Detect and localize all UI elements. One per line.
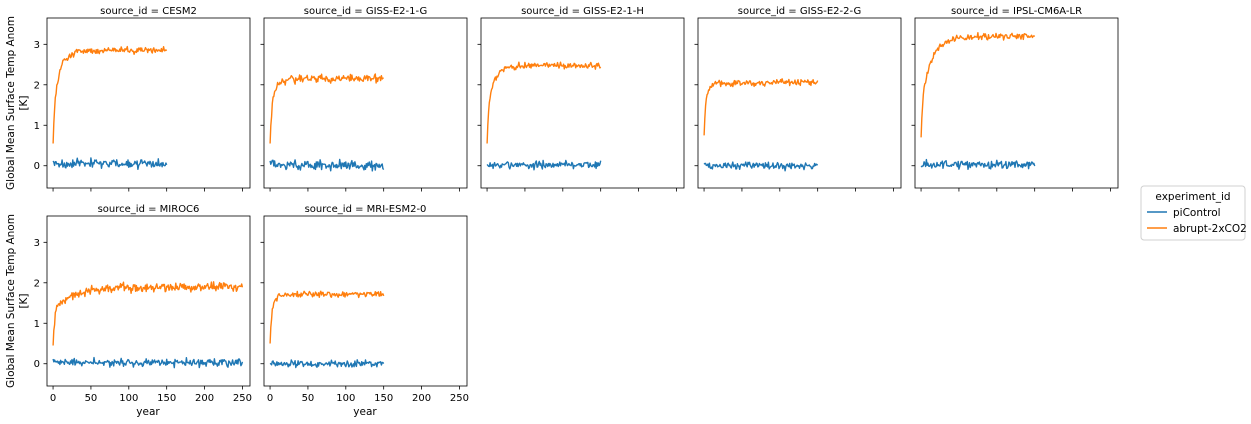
x-tick-label: 150 — [374, 393, 393, 404]
x-tick-label: 0 — [50, 393, 56, 404]
y-tick-label: 2 — [34, 80, 40, 91]
x-tick-label: 100 — [119, 393, 138, 404]
x-tick-label: 200 — [195, 393, 214, 404]
panel-frame — [263, 215, 468, 387]
panel-title: source_id = GISS-E2-1-H — [521, 6, 644, 17]
series-line-picontrol — [486, 159, 602, 171]
series-line-abrupt-2xco2 — [269, 73, 384, 144]
series-line-picontrol — [269, 359, 385, 369]
panel-title: source_id = IPSL-CM6A-LR — [951, 6, 1082, 17]
series-line-picontrol — [52, 356, 244, 369]
panel-title: source_id = GISS-E2-1-G — [304, 6, 427, 17]
panel-title: source_id = CESM2 — [100, 6, 197, 17]
panel-title: source_id = MRI-ESM2-0 — [305, 204, 427, 215]
x-tick-label: 50 — [302, 393, 315, 404]
y-tick-label: 0 — [34, 359, 40, 370]
legend-label-picontrol: piControl — [1173, 207, 1221, 219]
series-line-abrupt-2xco2 — [52, 281, 244, 346]
panel-title: source_id = GISS-E2-2-G — [738, 6, 861, 17]
panel-frame — [480, 17, 685, 189]
panel-title: source_id = MIROC6 — [98, 204, 200, 215]
y-tick-label: 0 — [34, 161, 40, 172]
y-axis-label-bottom-line2: [K] — [18, 293, 30, 308]
x-axis-label-col2: year — [353, 406, 377, 418]
series-line-picontrol — [52, 157, 168, 170]
y-tick-label: 3 — [34, 238, 40, 249]
series-line-abrupt-2xco2 — [920, 32, 1036, 138]
legend-title: experiment_id — [1155, 191, 1230, 203]
y-axis-label-bottom-line1: Global Mean Surface Temp Anom — [5, 214, 17, 388]
y-tick-label: 3 — [34, 40, 40, 51]
series-line-abrupt-2xco2 — [269, 290, 385, 344]
legend: experiment_id piControl abrupt-2xCO2 — [1140, 185, 1247, 241]
series-line-abrupt-2xco2 — [703, 78, 819, 136]
y-tick-label: 2 — [34, 278, 40, 289]
panel-giss-e2-1-h: source_id = GISS-E2-1-H — [477, 6, 685, 192]
panel-ipsl-cm6a-lr: source_id = IPSL-CM6A-LR — [911, 6, 1119, 192]
x-tick-label: 0 — [267, 393, 273, 404]
panel-giss-e2-1-g: source_id = GISS-E2-1-G — [260, 6, 468, 192]
x-tick-label: 250 — [233, 393, 252, 404]
panel-cesm2: source_id = CESM2 0 1 2 3 — [34, 6, 251, 192]
x-tick-label: 100 — [336, 393, 355, 404]
chart-panels: source_id = CESM2 0 1 2 3 source_id = GISS-E2… — [34, 6, 1119, 404]
x-axis-label-col1: year — [136, 406, 160, 418]
series-line-abrupt-2xco2 — [52, 45, 168, 144]
y-axis-label-top-line2: [K] — [18, 95, 30, 110]
x-tick-label: 50 — [85, 393, 98, 404]
panel-miroc6: source_id = MIROC6 0 50 100 150 200 250 0 1 2 3 — [34, 204, 252, 404]
panel-giss-e2-2-g: source_id = GISS-E2-2-G — [694, 6, 902, 192]
panel-frame — [46, 215, 251, 387]
panel-frame — [46, 17, 251, 189]
x-tick-label: 200 — [412, 393, 431, 404]
series-line-picontrol — [703, 161, 819, 172]
y-axis-label-top-line1: Global Mean Surface Temp Anom — [5, 16, 17, 190]
legend-label-abrupt-2xco2: abrupt-2xCO2 — [1173, 223, 1247, 235]
panel-frame — [697, 17, 902, 189]
y-tick-label: 1 — [34, 121, 40, 132]
x-tick-label: 150 — [157, 393, 176, 404]
series-line-picontrol — [269, 158, 385, 172]
y-tick-label: 1 — [34, 319, 40, 330]
panel-mri-esm2-0: source_id = MRI-ESM2-0 0 50 100 150 200 250 — [260, 204, 469, 404]
legend-frame — [1140, 185, 1246, 241]
x-tick-label: 250 — [450, 393, 469, 404]
series-line-picontrol — [920, 158, 1036, 170]
panel-frame — [263, 17, 468, 189]
series-line-abrupt-2xco2 — [486, 61, 602, 144]
panel-frame — [914, 17, 1119, 189]
